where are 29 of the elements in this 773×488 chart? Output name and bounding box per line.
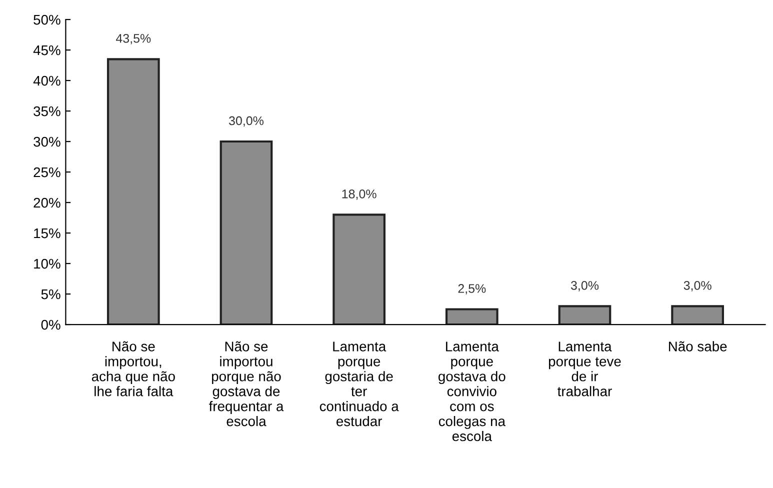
x-tick-label: Lamenta porque gostaria de ter continuado a estudar [320,342,399,426]
y-tick-label: 45% [33,45,60,56]
y-tick-label: 35% [34,106,60,116]
x-tick-label: Lamenta porque gostava do convivio com os colegas na escola [438,342,506,442]
x-tick-label: Não sabe [668,341,727,352]
x-tick-label: Não se importou porque não gostava de frequentar a escola [208,341,284,426]
y-tick-label: 0% [41,320,60,330]
y-tick-label: 30% [34,136,60,147]
y-tick-label: 40% [33,76,60,86]
y-tick-label: 15% [34,228,60,238]
y-tick-label: 5% [41,289,60,300]
bar [558,305,612,325]
bar [671,305,724,325]
data-label: 3,0% [684,281,712,292]
bar [332,214,386,325]
bar [445,308,498,325]
bar [106,58,160,325]
data-label: 43,5% [116,34,151,44]
y-tick-label: 20% [34,198,60,208]
x-tick-label: Lamenta porque teve de ir trabalhar [548,342,621,396]
data-label: 30,0% [228,116,264,127]
y-tick-label: 25% [34,167,60,178]
y-tick-label: 50% [34,14,60,25]
data-label: 3,0% [570,281,599,292]
data-label: 18,0% [342,190,376,200]
data-label: 2,5% [458,284,486,294]
bar [220,140,273,325]
y-tick-label: 10% [34,258,60,269]
x-tick-label: Não se importou, acha que não lhe faria falta [92,341,175,396]
